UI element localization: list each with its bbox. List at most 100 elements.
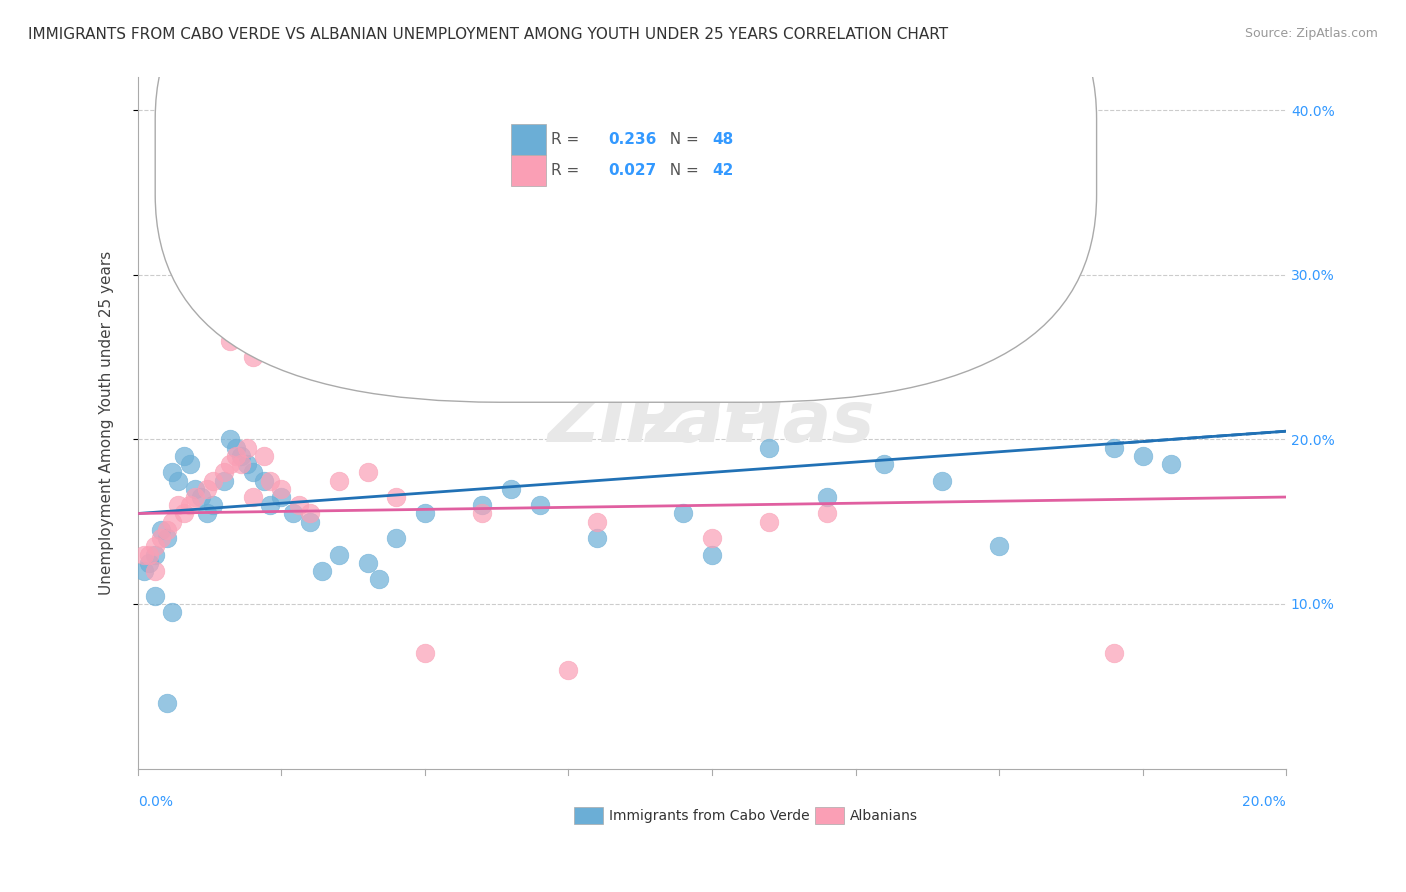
Point xyxy=(162,515,184,529)
Point xyxy=(287,498,309,512)
Point xyxy=(700,531,723,545)
Point xyxy=(356,466,378,480)
Text: Source: ZipAtlas.com: Source: ZipAtlas.com xyxy=(1244,27,1378,40)
Point xyxy=(253,449,276,463)
Point xyxy=(138,548,160,562)
Point xyxy=(501,367,523,381)
Point xyxy=(242,466,264,480)
Point xyxy=(259,498,281,512)
Text: 0.0%: 0.0% xyxy=(138,795,173,809)
Point xyxy=(311,564,333,578)
Point xyxy=(471,498,494,512)
Point xyxy=(179,498,201,512)
Point xyxy=(385,531,408,545)
Text: R =: R = xyxy=(551,163,585,178)
Point xyxy=(758,515,780,529)
Point xyxy=(529,383,551,397)
Point xyxy=(501,482,523,496)
Point xyxy=(931,474,953,488)
Bar xyxy=(512,124,546,155)
Point xyxy=(815,490,838,504)
Text: 42: 42 xyxy=(711,163,734,178)
Point xyxy=(132,548,155,562)
Point xyxy=(162,466,184,480)
Point xyxy=(143,548,166,562)
Point xyxy=(644,293,666,307)
Point xyxy=(557,663,579,677)
Point xyxy=(225,449,247,463)
Point xyxy=(173,449,195,463)
Bar xyxy=(512,155,546,186)
Point xyxy=(413,646,436,660)
Text: 0.236: 0.236 xyxy=(609,132,657,147)
Point xyxy=(672,507,695,521)
Point xyxy=(173,507,195,521)
Y-axis label: Unemployment Among Youth under 25 years: Unemployment Among Youth under 25 years xyxy=(100,251,114,595)
Point xyxy=(270,482,292,496)
Point xyxy=(212,474,235,488)
Point xyxy=(225,441,247,455)
Point xyxy=(149,523,172,537)
Point xyxy=(253,474,276,488)
Point xyxy=(328,474,350,488)
Text: ZIP: ZIP xyxy=(645,389,778,458)
Point xyxy=(1102,646,1125,660)
Point xyxy=(328,548,350,562)
Point xyxy=(231,457,253,471)
Text: 48: 48 xyxy=(711,132,734,147)
Point xyxy=(201,498,224,512)
Point xyxy=(218,334,240,348)
Point xyxy=(242,490,264,504)
Point xyxy=(218,433,240,447)
Point xyxy=(443,326,465,340)
Point xyxy=(236,457,259,471)
Point xyxy=(167,498,190,512)
Point xyxy=(299,507,322,521)
Point xyxy=(385,490,408,504)
Point xyxy=(873,457,896,471)
Point xyxy=(184,482,207,496)
Point xyxy=(149,531,172,545)
Point xyxy=(529,498,551,512)
Bar xyxy=(574,806,603,824)
Text: Immigrants from Cabo Verde: Immigrants from Cabo Verde xyxy=(609,808,810,822)
Point xyxy=(1132,449,1154,463)
Point xyxy=(231,449,253,463)
Point xyxy=(586,531,609,545)
Text: ZIPatlas: ZIPatlas xyxy=(548,389,876,458)
Point xyxy=(156,696,179,710)
Point xyxy=(190,490,212,504)
Point xyxy=(179,457,201,471)
Point xyxy=(259,474,281,488)
Point xyxy=(413,318,436,332)
Text: R =: R = xyxy=(551,132,585,147)
Point xyxy=(143,564,166,578)
Point xyxy=(356,556,378,570)
Point xyxy=(156,523,179,537)
Point xyxy=(195,482,218,496)
Text: 0.027: 0.027 xyxy=(609,163,657,178)
Text: Albanians: Albanians xyxy=(849,808,918,822)
Point xyxy=(218,457,240,471)
Point xyxy=(242,350,264,364)
Point xyxy=(758,441,780,455)
Text: N =: N = xyxy=(661,163,704,178)
Point xyxy=(281,507,304,521)
Point xyxy=(179,153,201,167)
Point xyxy=(368,572,391,586)
Point xyxy=(471,507,494,521)
Point xyxy=(184,490,207,504)
Point xyxy=(132,564,155,578)
Point xyxy=(299,515,322,529)
Point xyxy=(212,466,235,480)
FancyBboxPatch shape xyxy=(155,0,1097,402)
Point xyxy=(138,556,160,570)
Point xyxy=(413,507,436,521)
Point xyxy=(270,490,292,504)
Point xyxy=(195,507,218,521)
Point xyxy=(815,507,838,521)
Text: 20.0%: 20.0% xyxy=(1243,795,1286,809)
Point xyxy=(156,531,179,545)
Text: N =: N = xyxy=(661,132,704,147)
Point xyxy=(988,540,1011,554)
